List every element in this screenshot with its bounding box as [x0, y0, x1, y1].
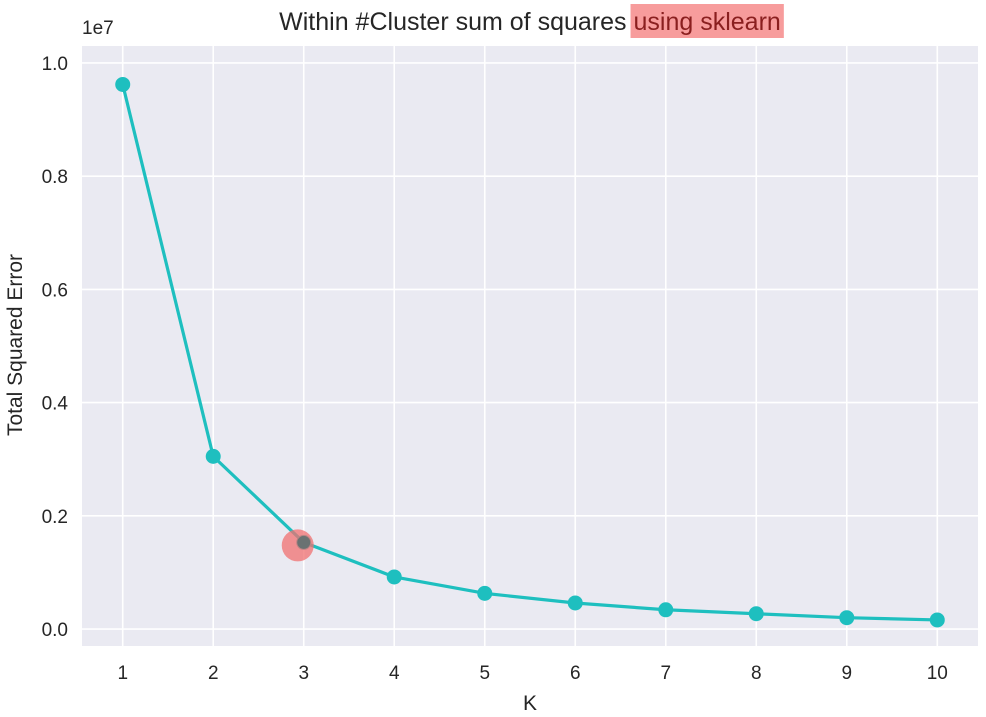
y-tick-label: 1.0 — [42, 54, 68, 75]
data-point — [748, 606, 764, 622]
data-point — [477, 585, 493, 601]
chart-title: Within #Cluster sum of squares using skl… — [279, 4, 784, 38]
y-axis-multiplier: 1e7 — [82, 18, 114, 39]
data-point — [658, 602, 674, 618]
highlighted-data-point — [297, 535, 311, 549]
grid — [82, 46, 978, 646]
chart-title-highlight-text: using sklearn — [634, 8, 781, 36]
data-point — [205, 448, 221, 464]
data-point — [115, 76, 131, 92]
x-tick-label: 6 — [570, 663, 581, 684]
x-tick-label: 4 — [389, 663, 400, 684]
y-tick-label: 0.6 — [42, 280, 68, 301]
y-tick-label: 0.2 — [42, 507, 68, 528]
x-tick-label: 3 — [298, 663, 309, 684]
data-point — [839, 610, 855, 626]
y-tick-label: 0.0 — [42, 620, 68, 641]
plot-background — [82, 46, 978, 646]
series-line — [121, 82, 939, 622]
x-tick-label: 2 — [208, 663, 219, 684]
title-highlight-background — [630, 4, 784, 38]
x-axis-label: K — [523, 692, 537, 715]
x-axis-ticks: 1 2 3 4 5 6 7 8 9 10 — [117, 663, 947, 684]
x-tick-label: 1 — [117, 663, 128, 684]
x-tick-label: 7 — [660, 663, 671, 684]
x-tick-label: 10 — [927, 663, 948, 684]
x-tick-label: 9 — [841, 663, 852, 684]
x-tick-label: 5 — [479, 663, 490, 684]
y-tick-label: 0.4 — [42, 394, 69, 415]
data-point — [386, 569, 402, 585]
highlight-layer — [281, 529, 314, 562]
y-tick-label: 0.8 — [42, 167, 68, 188]
data-point — [567, 595, 583, 611]
chart-title-text: Within #Cluster sum of squares — [279, 8, 626, 36]
y-axis-ticks: 0.0 0.2 0.4 0.6 0.8 1.0 — [42, 54, 69, 641]
x-tick-label: 8 — [751, 663, 762, 684]
y-axis-label: Total Squared Error — [4, 254, 27, 436]
data-point — [929, 612, 945, 628]
